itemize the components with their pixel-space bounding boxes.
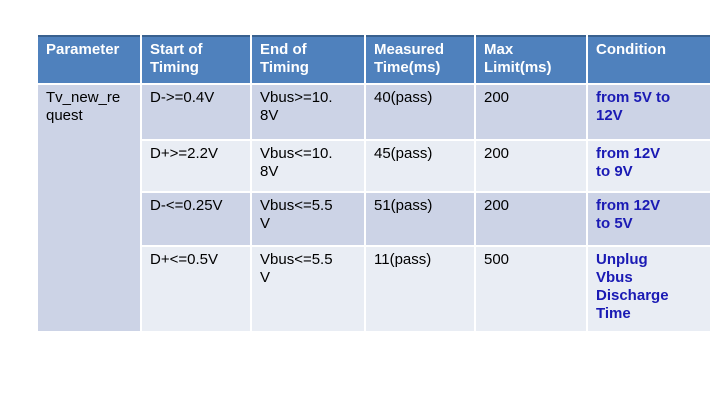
- header-condition: Condition: [588, 35, 710, 83]
- header-max-limit: Max Limit(ms): [476, 35, 586, 83]
- cell-row3-condition: from 12V to 5V: [588, 193, 710, 245]
- cell-row1-max-limit: 200: [476, 85, 586, 139]
- header-end-of-timing: End of Timing: [252, 35, 364, 83]
- cell-row3-start-of-timing: D-<=0.25V: [142, 193, 250, 245]
- timing-results-table: Parameter Start of Timing End of Timing …: [38, 35, 710, 331]
- cell-row4-end-of-timing: Vbus<=5.5 V: [252, 247, 364, 331]
- cell-row3-measured-time: 51(pass): [366, 193, 474, 245]
- cell-row3-end-of-timing: Vbus<=5.5 V: [252, 193, 364, 245]
- cell-row2-end-of-timing: Vbus<=10. 8V: [252, 141, 364, 191]
- cell-parameter-tv-new-request: Tv_new_re quest: [38, 85, 140, 331]
- cell-row3-max-limit: 200: [476, 193, 586, 245]
- cell-row1-start-of-timing: D->=0.4V: [142, 85, 250, 139]
- cell-row1-condition: from 5V to 12V: [588, 85, 710, 139]
- cell-row2-start-of-timing: D+>=2.2V: [142, 141, 250, 191]
- cell-row2-condition: from 12V to 9V: [588, 141, 710, 191]
- cell-row4-start-of-timing: D+<=0.5V: [142, 247, 250, 331]
- cell-row1-end-of-timing: Vbus>=10. 8V: [252, 85, 364, 139]
- header-measured-time: Measured Time(ms): [366, 35, 474, 83]
- cell-row4-condition: Unplug Vbus Discharge Time: [588, 247, 710, 331]
- cell-row2-measured-time: 45(pass): [366, 141, 474, 191]
- cell-row4-max-limit: 500: [476, 247, 586, 331]
- cell-row2-max-limit: 200: [476, 141, 586, 191]
- cell-row4-measured-time: 11(pass): [366, 247, 474, 331]
- header-parameter: Parameter: [38, 35, 140, 83]
- cell-row1-measured-time: 40(pass): [366, 85, 474, 139]
- header-start-of-timing: Start of Timing: [142, 35, 250, 83]
